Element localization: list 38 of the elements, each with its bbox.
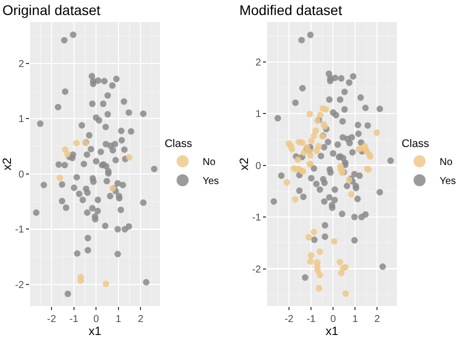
x-axis-title: x1 bbox=[326, 324, 339, 338]
x-axis-title: x1 bbox=[88, 324, 102, 338]
chart-title: Modified dataset bbox=[239, 2, 342, 18]
y-tick-label: -2 bbox=[15, 280, 24, 291]
y-tick-label: 0 bbox=[18, 169, 24, 180]
legend-label: No bbox=[202, 157, 216, 168]
y-tick-label: 1 bbox=[18, 114, 24, 126]
legend-title: Class bbox=[402, 138, 430, 150]
y-axis-title: x2 bbox=[237, 157, 251, 170]
point bbox=[78, 277, 84, 284]
legend-title: Class bbox=[164, 138, 193, 150]
point bbox=[126, 154, 133, 161]
y-tick-label: -1 bbox=[15, 224, 24, 236]
x-tick-label: -1 bbox=[69, 314, 79, 325]
point bbox=[73, 140, 80, 146]
x-tick-label: 1 bbox=[116, 314, 122, 325]
point bbox=[64, 150, 71, 158]
y-tick-label: 0 bbox=[255, 160, 262, 172]
x-tick-label: 1 bbox=[352, 314, 358, 325]
x-tick-label: 2 bbox=[374, 314, 380, 325]
x-tick-label: 0 bbox=[330, 314, 336, 325]
y-tick-label: 1 bbox=[255, 109, 262, 120]
x-tick-label: 2 bbox=[138, 314, 144, 325]
x-tick-label: -1 bbox=[306, 314, 316, 325]
y-tick-label: -1 bbox=[252, 212, 262, 224]
point bbox=[102, 280, 110, 288]
y-tick-label: 2 bbox=[255, 57, 262, 68]
x-tick-label: -2 bbox=[284, 314, 294, 325]
legend-label: No bbox=[440, 157, 453, 168]
legend-label: Yes bbox=[440, 176, 456, 188]
x-tick-label: -2 bbox=[47, 314, 56, 325]
y-axis-title: x2 bbox=[0, 157, 14, 170]
y-tick-label: 2 bbox=[18, 58, 24, 70]
point bbox=[56, 174, 64, 182]
legend-label: Yes bbox=[202, 176, 219, 188]
chart-title: Original dataset bbox=[2, 2, 101, 18]
y-tick-label: -2 bbox=[252, 264, 262, 276]
x-tick-label: 0 bbox=[93, 314, 100, 325]
